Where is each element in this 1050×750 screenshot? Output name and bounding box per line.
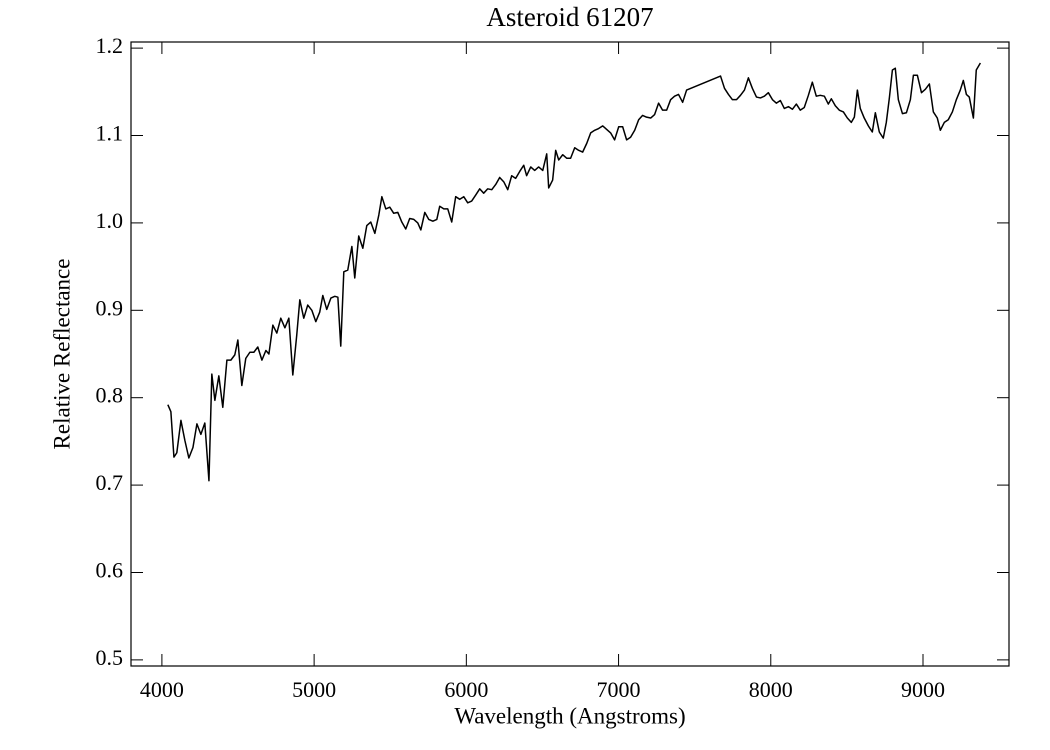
y-tick-label: 0.7 <box>96 470 124 495</box>
y-axis-label: Relative Reflectance <box>49 259 74 450</box>
y-tick-label: 1.2 <box>96 33 124 58</box>
y-tick-label: 0.9 <box>96 295 124 320</box>
x-tick-label: 4000 <box>140 677 184 702</box>
y-tick-label: 1.0 <box>96 208 124 233</box>
x-tick-label: 8000 <box>749 677 793 702</box>
y-tick-label: 0.6 <box>96 558 124 583</box>
x-tick-label: 7000 <box>597 677 641 702</box>
chart-title: Asteroid 61207 <box>486 2 653 32</box>
spectrum-line <box>167 62 982 482</box>
x-tick-label: 9000 <box>901 677 945 702</box>
y-tick-label: 1.1 <box>96 121 124 146</box>
y-tick-label: 0.5 <box>96 645 124 670</box>
y-tick-label: 0.8 <box>96 383 124 408</box>
plot-frame <box>130 41 1010 667</box>
x-axis-label: Wavelength (Angstroms) <box>454 703 685 728</box>
x-tick-label: 6000 <box>444 677 488 702</box>
x-tick-label: 5000 <box>292 677 336 702</box>
